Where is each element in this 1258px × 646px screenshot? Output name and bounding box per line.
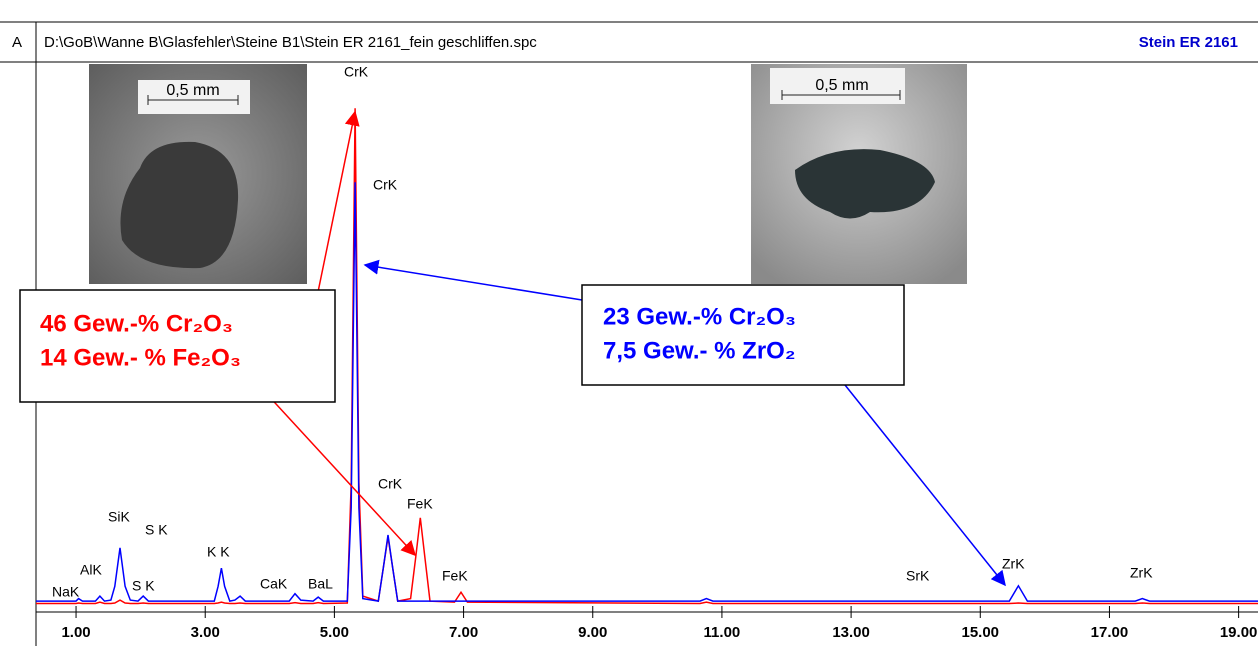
peak-label: ZrK (1130, 565, 1153, 581)
photo: 0,5 mm (89, 64, 307, 284)
chart: A D:\GoB\Wanne B\Glasfehler\Steine B1\St… (0, 0, 1258, 646)
arrow (265, 392, 415, 555)
peak-label: FeK (407, 496, 433, 512)
photo: 0,5 mm (751, 64, 967, 284)
peak-label: BaL (308, 576, 333, 592)
x-tick-label: 13.00 (832, 624, 870, 641)
peak-label: SrK (906, 568, 930, 584)
annotation-text: 14 Gew.- % Fe₂O₃ (40, 344, 241, 371)
x-tick-label: 1.00 (61, 624, 90, 641)
peak-label: FeK (442, 568, 468, 584)
x-tick-label: 11.00 (704, 624, 741, 641)
x-tick-label: 9.00 (578, 624, 607, 641)
arrow (365, 265, 582, 300)
x-tick-label: 7.00 (449, 624, 478, 641)
peak-label: NaK (52, 584, 80, 600)
x-tick-label: 15.00 (961, 624, 999, 641)
file-path: D:\GoB\Wanne B\Glasfehler\Steine B1\Stei… (44, 34, 537, 51)
sample-name: Stein ER 2161 (1139, 34, 1238, 51)
peak-label: CrK (373, 177, 398, 193)
x-tick-label: 17.00 (1091, 624, 1129, 641)
annotation-text: 23 Gew.-% Cr₂O₃ (603, 303, 796, 330)
scale-label: 0,5 mm (166, 82, 219, 99)
peak-label: S K (145, 522, 168, 538)
annotation-box (582, 285, 904, 385)
annotation-text: 7,5 Gew.- % ZrO₂ (603, 337, 796, 364)
peak-label: CrK (344, 64, 369, 80)
peak-label: AlK (80, 562, 102, 578)
x-tick-label: 3.00 (191, 624, 220, 641)
peak-label: K K (207, 544, 230, 560)
annotations: 46 Gew.-% Cr₂O₃ 14 Gew.- % Fe₂O₃ 23 Gew.-%… (20, 285, 904, 402)
arrow (318, 112, 355, 292)
x-tick-label: 5.00 (320, 624, 349, 641)
peak-label: S K (132, 578, 155, 594)
peak-label: CrK (378, 476, 403, 492)
panel-label: A (12, 34, 22, 51)
scale-label: 0,5 mm (815, 77, 868, 94)
arrow (845, 385, 1005, 585)
x-tick-label: 19.00 (1220, 624, 1258, 641)
annotation-text: 46 Gew.-% Cr₂O₃ (40, 310, 233, 337)
peak-label: ZrK (1002, 556, 1025, 572)
peak-label: SiK (108, 509, 130, 525)
peak-label: CaK (260, 576, 288, 592)
